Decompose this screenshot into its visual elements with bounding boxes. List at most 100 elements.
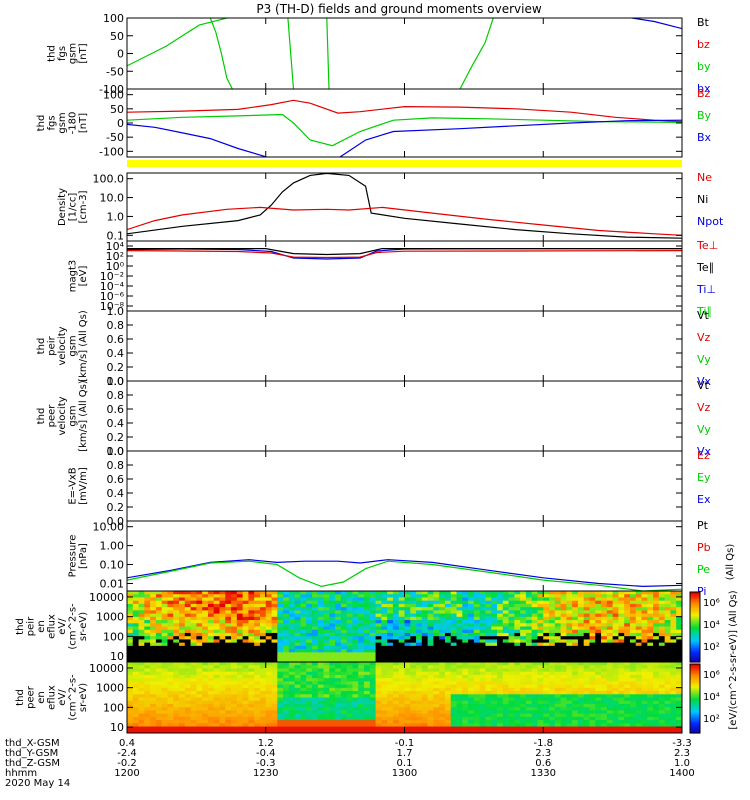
spectrogram-cell (294, 720, 302, 724)
spectrogram-cell (184, 629, 192, 634)
spectrogram-cell (329, 655, 336, 660)
spectrogram-cell (306, 591, 313, 595)
spectrogram-cell (179, 726, 186, 731)
spectrogram-cell (196, 645, 203, 650)
spectrogram-cell (312, 642, 319, 647)
spectrogram-cell (450, 642, 458, 647)
spectrogram-cell (589, 655, 596, 660)
spectrogram-cell (150, 623, 157, 628)
spectrogram-cell (450, 616, 458, 621)
spectrogram-cell (520, 720, 527, 724)
spectrogram-cell (450, 691, 458, 695)
spectrogram-cell (595, 632, 602, 637)
spectrogram-cell (658, 662, 666, 666)
spectrogram-cell (612, 665, 620, 670)
spectrogram-cell (179, 600, 186, 605)
colorbar-cell (690, 681, 700, 684)
spectrogram-cell (444, 726, 452, 731)
spectrogram-cell (196, 639, 203, 644)
spectrogram-cell (514, 665, 521, 670)
spectrogram-cell (138, 613, 145, 618)
spectrogram-cell (231, 655, 238, 660)
spectrogram-cell (231, 723, 238, 728)
spectrogram-cell (543, 710, 550, 715)
spectrogram-cell (554, 597, 562, 602)
spectrogram-cell (207, 620, 215, 624)
spectrogram-cell (456, 707, 463, 712)
spectrogram-cell (664, 697, 672, 702)
spectrogram-cell (421, 713, 429, 718)
spectrogram-cell (404, 729, 411, 733)
spectrogram-cell (398, 613, 406, 618)
spectrogram-cell (323, 694, 330, 699)
spectrogram-cell (618, 729, 625, 733)
spectrogram-cell (346, 697, 354, 702)
spectrogram-cell (196, 594, 203, 599)
spectrogram-cell (231, 710, 238, 715)
spectrogram-cell (277, 636, 284, 641)
spectrogram-cell (416, 700, 423, 705)
spectrogram-cell (549, 729, 556, 733)
spectrogram-cell (259, 603, 267, 608)
spectrogram-cell (167, 694, 174, 699)
spectrogram-cell (358, 662, 365, 666)
spectrogram-cell (288, 716, 296, 721)
spectrogram-cell (653, 713, 660, 718)
spectrogram-cell (219, 684, 226, 689)
spectrogram-cell (358, 700, 365, 705)
spectrogram-cell (167, 616, 174, 621)
spectrogram-cell (346, 726, 354, 731)
spectrogram-cell (624, 652, 631, 657)
spectrogram-cell (358, 649, 365, 653)
spectrogram-cell (335, 723, 342, 728)
spectrogram-cell (173, 720, 180, 724)
spectrogram-cell (537, 678, 544, 682)
spectrogram-cell (468, 620, 475, 624)
spectrogram-cell (312, 700, 319, 705)
spectrogram-cell (572, 616, 579, 621)
spectrogram-cell (144, 649, 151, 653)
spectrogram-cell (364, 658, 371, 662)
spectrogram-cell (352, 697, 359, 702)
spectrogram-cell (190, 713, 197, 718)
spectrogram-cell (525, 591, 533, 595)
spectrogram-cell (132, 697, 140, 702)
spectrogram-cell (375, 591, 382, 595)
spectrogram-cell (225, 591, 232, 595)
spectrogram-cell (138, 671, 145, 676)
spectrogram-cell (340, 594, 348, 599)
spectrogram-cell (184, 707, 192, 712)
footer-row-value: 0.1 (397, 758, 413, 769)
ytick-label: 10000 (89, 662, 124, 675)
spectrogram-cell (346, 681, 354, 686)
spectrogram-cell (317, 723, 325, 728)
spectrogram-cell (283, 681, 290, 686)
spectrogram-cell (416, 713, 423, 718)
spectrogram-cell (543, 607, 550, 611)
spectrogram-cell (612, 610, 620, 615)
spectrogram-cell (173, 665, 180, 670)
spectrogram-cell (560, 629, 567, 634)
spectrogram-cell (462, 613, 469, 618)
spectrogram-cell (549, 694, 556, 699)
spectrogram-cell (196, 681, 203, 686)
spectrogram-cell (398, 707, 406, 712)
spectrogram-cell (306, 636, 313, 641)
spectrogram-cell (265, 662, 273, 666)
spectrogram-cell (410, 665, 417, 670)
spectrogram-cell (179, 691, 186, 695)
spectrogram-cell (404, 652, 411, 657)
spectrogram-cell (294, 687, 302, 692)
spectrogram-cell (560, 632, 567, 637)
ytick-label: 10⁻⁴ (100, 280, 125, 293)
spectrogram-cell (525, 697, 533, 702)
spectrogram-cell (531, 707, 539, 712)
spectrogram-cell (167, 671, 174, 676)
spectrogram-cell (664, 713, 672, 718)
spectrogram-cell (231, 649, 238, 653)
spectrogram-cell (572, 610, 579, 615)
spectrogram-cell (259, 616, 267, 621)
spectrogram-cell (288, 684, 296, 689)
spectrogram-cell (346, 632, 354, 637)
spectrogram-cell (364, 723, 371, 728)
